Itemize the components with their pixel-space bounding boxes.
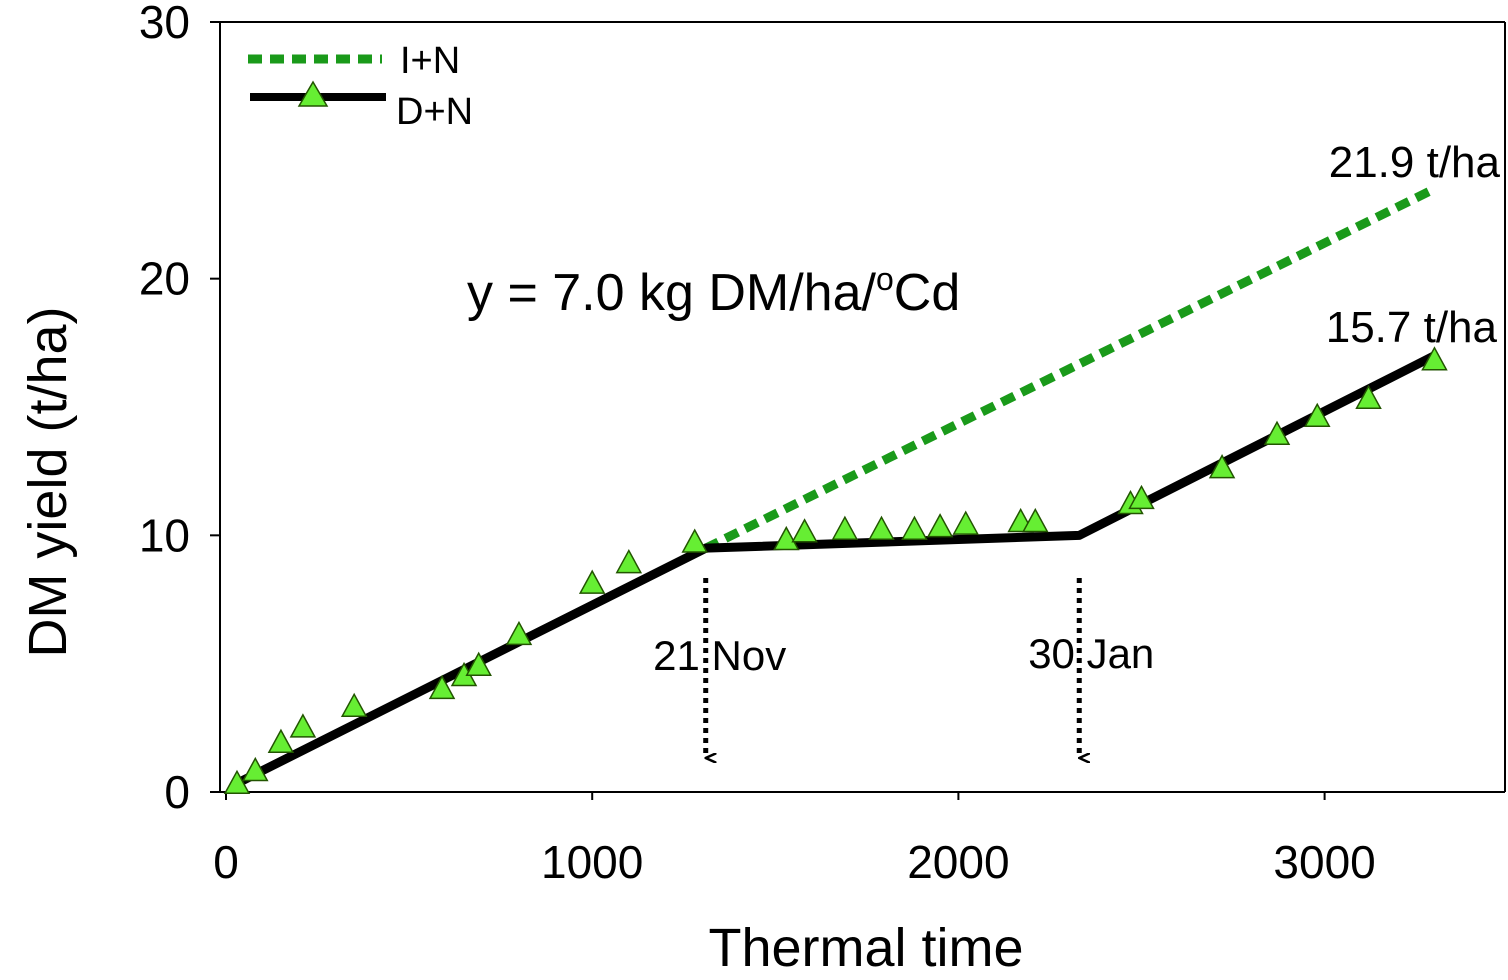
data-point-marker: [926, 513, 954, 538]
data-point-marker: [267, 728, 295, 753]
equation-superscript: o: [876, 261, 894, 297]
y-axis-title: DM yield (t/ha): [18, 306, 78, 657]
equation-label: y = 7.0 kg DM/ha/oCd: [467, 261, 960, 322]
data-point-marker: [773, 525, 800, 551]
data-point-marker: [428, 674, 456, 700]
y-tick-label: 20: [139, 253, 190, 305]
data-point-marker: [791, 518, 818, 543]
series-line-d-n: [233, 351, 1437, 789]
x-tick-label: 1000: [541, 836, 643, 888]
data-point-marker: [289, 713, 317, 738]
marker-layer: [223, 346, 1448, 795]
data-point-marker: [340, 692, 368, 718]
x-axis-title: Thermal time: [708, 918, 1023, 978]
x-tick-label: 3000: [1273, 836, 1375, 888]
x-tick-label: 0: [213, 836, 239, 888]
annotation-layer: 21 Nov 30 Jan: [653, 578, 1154, 758]
y-tick-label: 30: [139, 0, 190, 48]
series-layer: [233, 184, 1437, 789]
data-point-marker: [868, 515, 895, 540]
annotation-label: 30 Jan: [1028, 630, 1154, 677]
data-point-marker: [505, 620, 533, 646]
legend: I+N D+N: [248, 40, 473, 133]
data-point-marker: [681, 528, 708, 553]
data-point-marker: [1208, 454, 1236, 479]
equation-suffix: Cd: [894, 264, 960, 322]
data-point-marker: [1421, 346, 1448, 371]
data-point-marker: [242, 756, 269, 782]
data-point-marker: [1022, 507, 1049, 533]
end-label-d-n: 15.7 t/ha: [1326, 303, 1498, 352]
data-point-marker: [952, 510, 979, 535]
data-point-marker: [465, 651, 492, 676]
y-tick-label: 0: [164, 766, 190, 818]
legend-label-i-n: I+N: [400, 40, 460, 82]
data-point-marker: [1355, 384, 1382, 410]
legend-marker-d-n: [297, 80, 329, 107]
equation-prefix: y = 7.0 kg DM/ha/: [467, 264, 877, 322]
x-ticks: 0 1000 2000 3000: [213, 792, 1376, 888]
data-point-marker: [1304, 402, 1331, 428]
plot-frame: [219, 21, 1506, 793]
data-point-marker: [615, 549, 643, 574]
data-point-marker: [1263, 420, 1291, 445]
y-tick-label: 10: [139, 509, 190, 561]
data-point-marker: [223, 769, 251, 795]
x-tick-label: 2000: [907, 836, 1009, 888]
y-ticks: 0 10 20 30: [139, 0, 220, 818]
data-point-marker: [831, 515, 859, 540]
annotation-label: 21 Nov: [653, 632, 786, 679]
data-point-marker: [901, 515, 928, 540]
data-point-marker: [1128, 484, 1155, 510]
legend-label-d-n: D+N: [396, 91, 473, 133]
series-line-i-n: [703, 184, 1437, 553]
end-label-i-n: 21.9 t/ha: [1329, 138, 1501, 187]
data-point-marker: [578, 569, 606, 594]
